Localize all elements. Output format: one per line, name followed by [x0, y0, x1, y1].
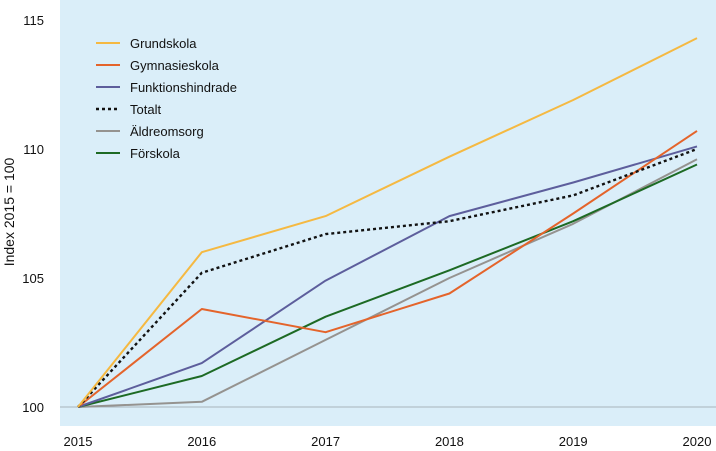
series-line-förskola — [77, 163, 698, 408]
series-line-äldreomsorg — [77, 158, 698, 408]
x-tick-label: 2019 — [559, 434, 588, 449]
plot-background — [60, 0, 716, 426]
legend-label: Äldreomsorg — [130, 124, 204, 139]
y-tick-label: 110 — [23, 142, 44, 157]
legend-label: Gymnasieskola — [130, 58, 220, 73]
x-tick-label: 2015 — [64, 434, 93, 449]
x-tick-label: 2018 — [435, 434, 464, 449]
legend: Grundskola Gymnasieskola Funktionshindrade… — [96, 36, 237, 161]
legend-label: Förskola — [130, 146, 181, 161]
series-line-gymnasieskola — [77, 130, 698, 408]
y-tick-labels: 100 105 110 115 — [22, 13, 44, 415]
series-line-grundskola — [77, 37, 698, 408]
series-lines — [77, 37, 698, 408]
x-tick-label: 2020 — [683, 434, 712, 449]
x-tick-label: 2017 — [311, 434, 340, 449]
y-axis-title: Index 2015 = 100 — [1, 157, 17, 266]
legend-label: Totalt — [130, 102, 161, 117]
x-tick-labels: 2015 2016 2017 2018 2019 2020 — [64, 434, 712, 449]
series-line-funktionshindrade — [77, 145, 698, 408]
series-line-totalt — [77, 147, 698, 408]
y-tick-label: 105 — [22, 271, 44, 286]
legend-label: Grundskola — [130, 36, 197, 51]
y-tick-label: 100 — [22, 400, 44, 415]
legend-label: Funktionshindrade — [130, 80, 237, 95]
y-tick-label: 115 — [23, 13, 44, 28]
x-tick-label: 2016 — [187, 434, 216, 449]
